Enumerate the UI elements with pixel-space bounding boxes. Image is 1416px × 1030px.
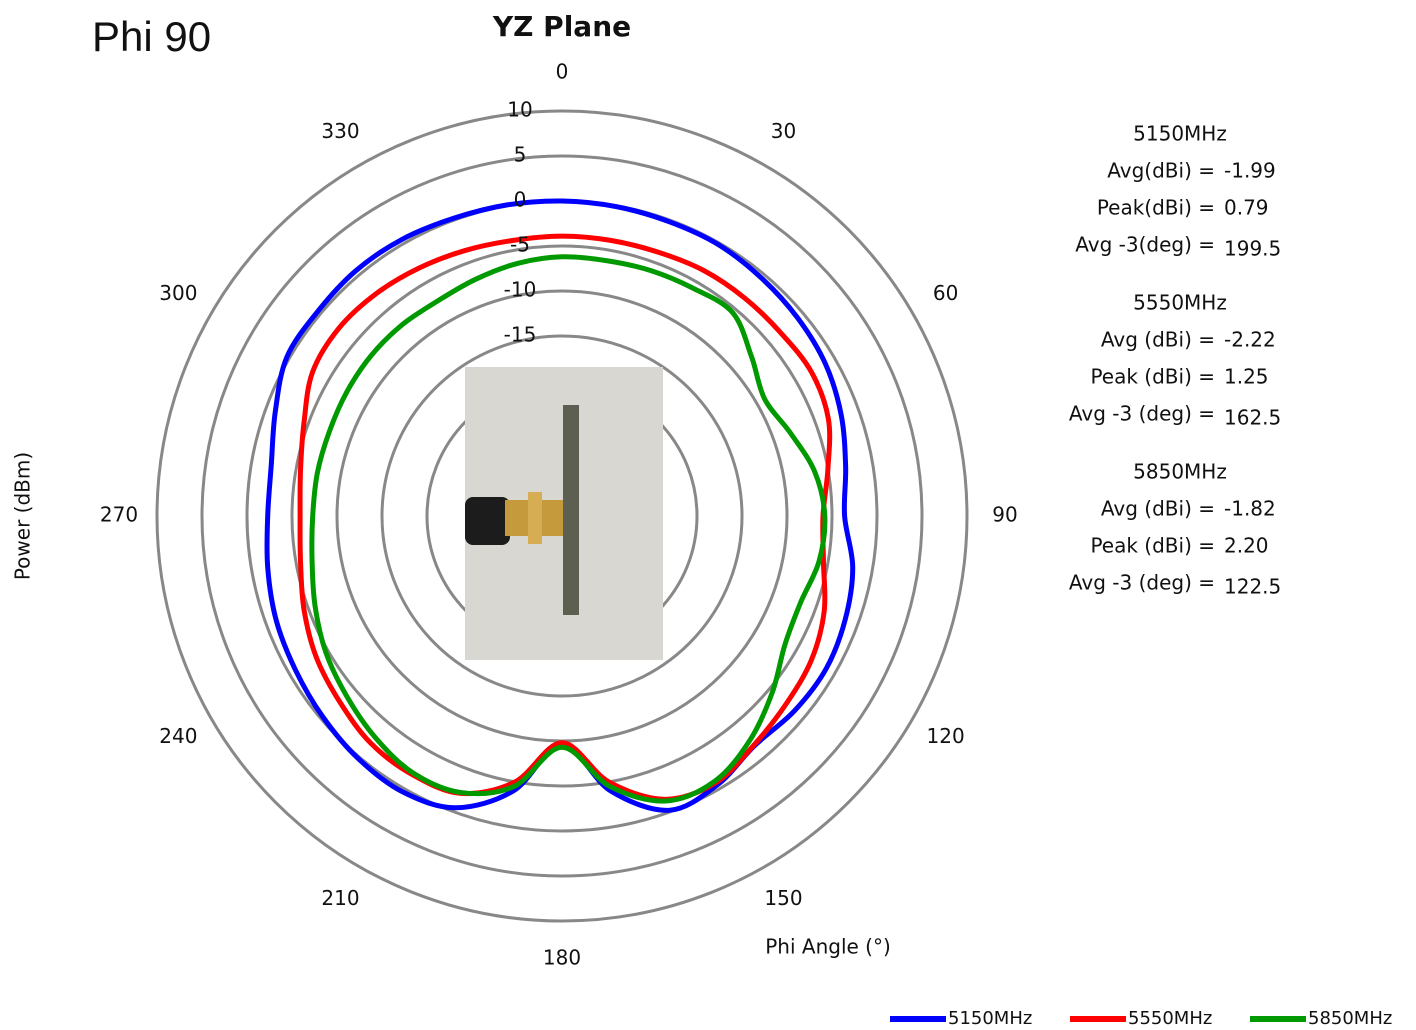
r-tick-label: -10	[504, 278, 537, 302]
angle-tick-label: 330	[321, 119, 359, 143]
angle-tick-label: 210	[321, 886, 359, 910]
angle-tick-label: 240	[159, 724, 197, 748]
legend-label: 5850MHz	[1308, 1008, 1392, 1029]
stats-value: -1.82	[1224, 497, 1276, 521]
stats-value: -1.99	[1224, 159, 1276, 183]
chart-title: YZ Plane	[492, 10, 631, 43]
stats-name: 5550MHz	[1133, 291, 1227, 315]
antenna-photo	[465, 367, 663, 660]
photo-board	[563, 405, 579, 615]
stats-label: Peak(dBi) =	[1097, 196, 1215, 220]
angle-tick-label: 300	[159, 281, 197, 305]
stats-name: 5850MHz	[1133, 460, 1227, 484]
angle-tick-label: 90	[992, 503, 1017, 527]
stats-label: Avg -3 (deg) =	[1069, 402, 1215, 426]
stats-name: 5150MHz	[1133, 122, 1227, 146]
stats-label: Avg -3(deg) =	[1075, 233, 1215, 257]
angle-tick-label: 60	[933, 281, 958, 305]
r-tick-label: -15	[504, 323, 537, 347]
stats-value: 1.25	[1224, 365, 1269, 389]
r-tick-label: 10	[507, 98, 532, 122]
chart: Phi 90 YZ Plane Power (dBm) Phi Angle (°…	[0, 0, 1416, 1030]
stats-label: Avg (dBi) =	[1101, 328, 1215, 352]
stats-value: 122.5	[1224, 575, 1281, 599]
stats-label: Avg -3 (deg) =	[1069, 571, 1215, 595]
stats-value: 2.20	[1224, 534, 1269, 558]
photo-nut	[528, 492, 542, 544]
r-tick-label: -5	[510, 233, 530, 257]
r-tick-label: 5	[514, 143, 527, 167]
angle-tick-label: 150	[764, 886, 802, 910]
stats-label: Peak (dBi) =	[1090, 365, 1215, 389]
stats-value: 162.5	[1224, 406, 1281, 430]
stats-value: 199.5	[1224, 237, 1281, 261]
angle-tick-label: 30	[771, 119, 796, 143]
legend-label: 5150MHz	[948, 1008, 1032, 1029]
r-tick-label: 0	[514, 188, 527, 212]
photo-cable	[465, 497, 510, 545]
angle-tick-label: 270	[100, 503, 138, 527]
legend-label: 5550MHz	[1128, 1008, 1212, 1029]
angle-axis-label: Phi Angle (°)	[765, 935, 891, 959]
angle-tick-label: 180	[543, 946, 581, 970]
stats-value: 0.79	[1224, 196, 1269, 220]
angle-tick-label: 0	[556, 60, 569, 84]
stats-label: Avg(dBi) =	[1107, 159, 1215, 183]
stats-value: -2.22	[1224, 328, 1276, 352]
stats-label: Avg (dBi) =	[1101, 497, 1215, 521]
angle-tick-label: 120	[927, 724, 965, 748]
page-label: Phi 90	[92, 13, 211, 60]
r-axis-label: Power (dBm)	[11, 452, 35, 580]
stats-label: Peak (dBi) =	[1090, 534, 1215, 558]
